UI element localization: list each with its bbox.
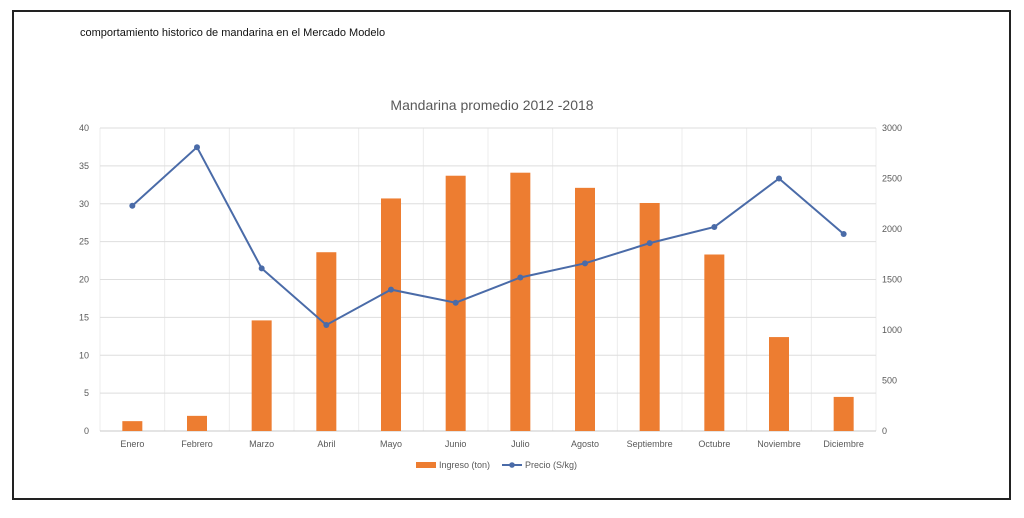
x-tick-label: Octubre	[698, 439, 730, 449]
bar-ingreso-julio	[510, 172, 531, 431]
legend-label-ingreso: Ingreso (ton)	[439, 460, 490, 470]
point-precio-diciembre	[840, 231, 847, 238]
y-left-tick-label: 0	[84, 426, 89, 436]
x-tick-label: Junio	[445, 439, 467, 449]
bar-ingreso-mayo	[381, 198, 401, 431]
y-right-tick-label: 1500	[882, 275, 902, 285]
point-precio-enero	[129, 202, 136, 209]
point-precio-octubre	[711, 223, 718, 230]
y-right-tick-label: 2500	[882, 174, 902, 184]
y-right-tick-label: 1000	[882, 325, 902, 335]
point-precio-junio	[452, 299, 459, 306]
y-left-tick-label: 10	[79, 350, 89, 360]
y-left-tick-label: 30	[79, 199, 89, 209]
bar-ingreso-agosto	[575, 187, 595, 431]
y-left-tick-label: 15	[79, 312, 89, 322]
x-tick-label: Febrero	[181, 439, 213, 449]
point-precio-abril	[323, 321, 330, 328]
x-tick-label: Septiembre	[627, 439, 673, 449]
y-right-tick-label: 2000	[882, 224, 902, 234]
point-precio-mayo	[388, 286, 394, 293]
legend-label-precio: Precio (S/kg)	[525, 460, 577, 470]
point-precio-marzo	[258, 265, 265, 272]
y-left-tick-label: 20	[79, 275, 89, 285]
bar-ingreso-enero	[122, 421, 143, 431]
x-tick-label: Abril	[317, 439, 335, 449]
line-precio	[131, 145, 845, 327]
point-precio-noviembre	[776, 175, 782, 182]
bar-ingreso-abril	[316, 252, 337, 431]
x-tick-label: Diciembre	[823, 439, 864, 449]
bar-ingreso-marzo	[251, 320, 272, 431]
legend-swatch-ingreso	[416, 462, 436, 468]
legend-marker-precio	[509, 462, 515, 468]
bar-ingreso-febrero	[187, 415, 207, 431]
y-right-tick-label: 3000	[882, 123, 902, 133]
x-tick-label: Noviembre	[757, 439, 801, 449]
point-precio-agosto	[582, 260, 588, 267]
bar-ingreso-septiembre	[639, 202, 660, 431]
y-left-tick-label: 35	[79, 161, 89, 171]
y-left-tick-label: 40	[79, 123, 89, 133]
y-left-tick-label: 5	[84, 388, 89, 398]
chart-frame	[12, 10, 1011, 500]
bar-ingreso-noviembre	[769, 337, 789, 431]
x-tick-label: Enero	[120, 439, 144, 449]
point-precio-febrero	[194, 144, 200, 151]
x-tick-label: Julio	[511, 439, 530, 449]
legend: Ingreso (ton) Precio (S/kg)	[416, 460, 577, 470]
point-precio-septiembre	[646, 240, 653, 247]
bar-ingreso-octubre	[704, 254, 725, 431]
y-right-tick-label: 500	[882, 376, 897, 386]
x-tick-label: Marzo	[249, 439, 274, 449]
x-tick-label: Agosto	[571, 439, 599, 449]
y-left-tick-label: 25	[79, 237, 89, 247]
chart-title: Mandarina promedio 2012 -2018	[390, 97, 593, 113]
caption: comportamiento historico de mandarina en…	[80, 27, 386, 39]
y-right-tick-label: 0	[882, 426, 887, 436]
bar-ingreso-diciembre	[833, 396, 854, 431]
point-precio-julio	[517, 274, 524, 281]
x-tick-label: Mayo	[380, 439, 402, 449]
